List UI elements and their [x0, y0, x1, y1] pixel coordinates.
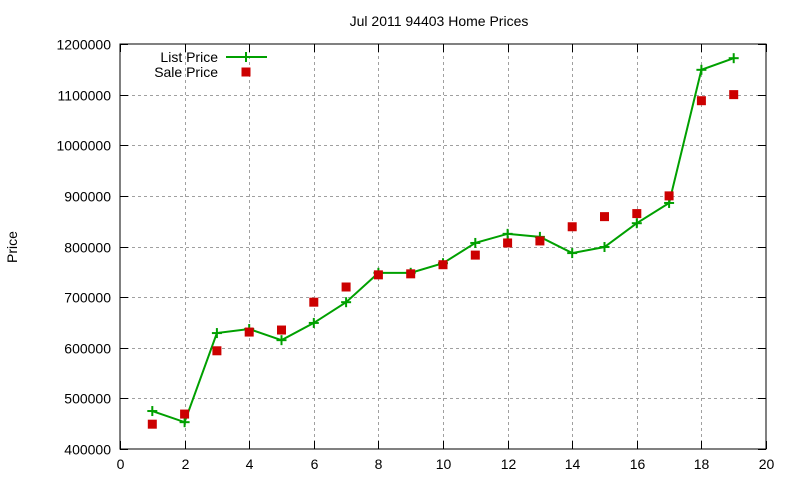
- data-point: [631, 218, 642, 229]
- y-tick-label: 600000: [64, 341, 111, 357]
- legend-item: List Price: [160, 49, 267, 65]
- data-point: [244, 327, 254, 337]
- x-tick-label: 8: [375, 456, 383, 472]
- data-point: [728, 53, 739, 64]
- x-tick-label: 20: [759, 456, 775, 472]
- series-sale-price: [147, 90, 739, 429]
- y-axis-label: Price: [4, 231, 20, 263]
- data-point: [502, 228, 513, 239]
- data-point: [180, 409, 190, 419]
- plot-border: [119, 43, 767, 450]
- x-tick-label: 12: [501, 456, 517, 472]
- y-tick-label: 1100000: [58, 88, 112, 104]
- data-point: [373, 270, 383, 280]
- y-tick-label: 1000000: [56, 138, 111, 154]
- data-point: [470, 250, 480, 260]
- legend-label: Sale Price: [154, 64, 218, 80]
- data-point: [567, 222, 577, 232]
- data-point: [147, 419, 157, 429]
- data-point: [308, 317, 319, 328]
- legend-label: List Price: [160, 49, 218, 65]
- x-tick-label: 16: [630, 456, 646, 472]
- data-point: [341, 297, 352, 308]
- data-point: [696, 96, 706, 106]
- data-point: [599, 242, 610, 253]
- data-point: [503, 238, 513, 248]
- chart-title: Jul 2011 94403 Home Prices: [350, 13, 529, 29]
- x-tick-label: 2: [182, 456, 190, 472]
- y-tick-label: 700000: [64, 290, 111, 306]
- data-point: [212, 346, 222, 356]
- data-point: [729, 90, 739, 100]
- data-point: [211, 328, 222, 339]
- y-tick-label: 800000: [64, 240, 111, 256]
- x-tick-label: 10: [436, 456, 452, 472]
- x-axis-ticks: 0 2 4 6 8 10 12 14 16 18 20: [117, 44, 775, 472]
- data-point: [276, 335, 287, 346]
- data-point: [664, 191, 674, 201]
- y-tick-label: 900000: [64, 189, 111, 205]
- data-point: [696, 64, 707, 75]
- data-point: [179, 417, 190, 428]
- series-list-price: [147, 53, 739, 428]
- data-point: [309, 297, 319, 307]
- legend-item: Sale Price: [154, 64, 251, 80]
- grid-lines: [120, 44, 766, 449]
- data-point: [535, 236, 545, 246]
- data-point: [470, 237, 481, 248]
- x-tick-label: 18: [694, 456, 710, 472]
- data-point: [277, 325, 286, 335]
- y-axis-ticks: 400000 500000 600000 700000 800000 900000 1000…: [56, 37, 766, 458]
- data-point: [341, 282, 351, 292]
- data-point: [147, 406, 158, 417]
- series-layer: [147, 53, 739, 429]
- legend-swatch: [226, 52, 267, 62]
- legend-swatch: [241, 67, 251, 77]
- data-point: [632, 209, 642, 219]
- x-tick-label: 0: [117, 456, 125, 472]
- data-point: [567, 248, 578, 259]
- data-point: [406, 269, 416, 279]
- data-point: [438, 260, 448, 270]
- data-point: [600, 212, 609, 222]
- y-tick-label: 500000: [64, 391, 111, 407]
- y-tick-label: 400000: [64, 442, 111, 458]
- x-tick-label: 6: [311, 456, 319, 472]
- x-tick-label: 4: [246, 456, 254, 472]
- x-tick-label: 14: [565, 456, 581, 472]
- y-tick-label: 1200000: [56, 37, 111, 53]
